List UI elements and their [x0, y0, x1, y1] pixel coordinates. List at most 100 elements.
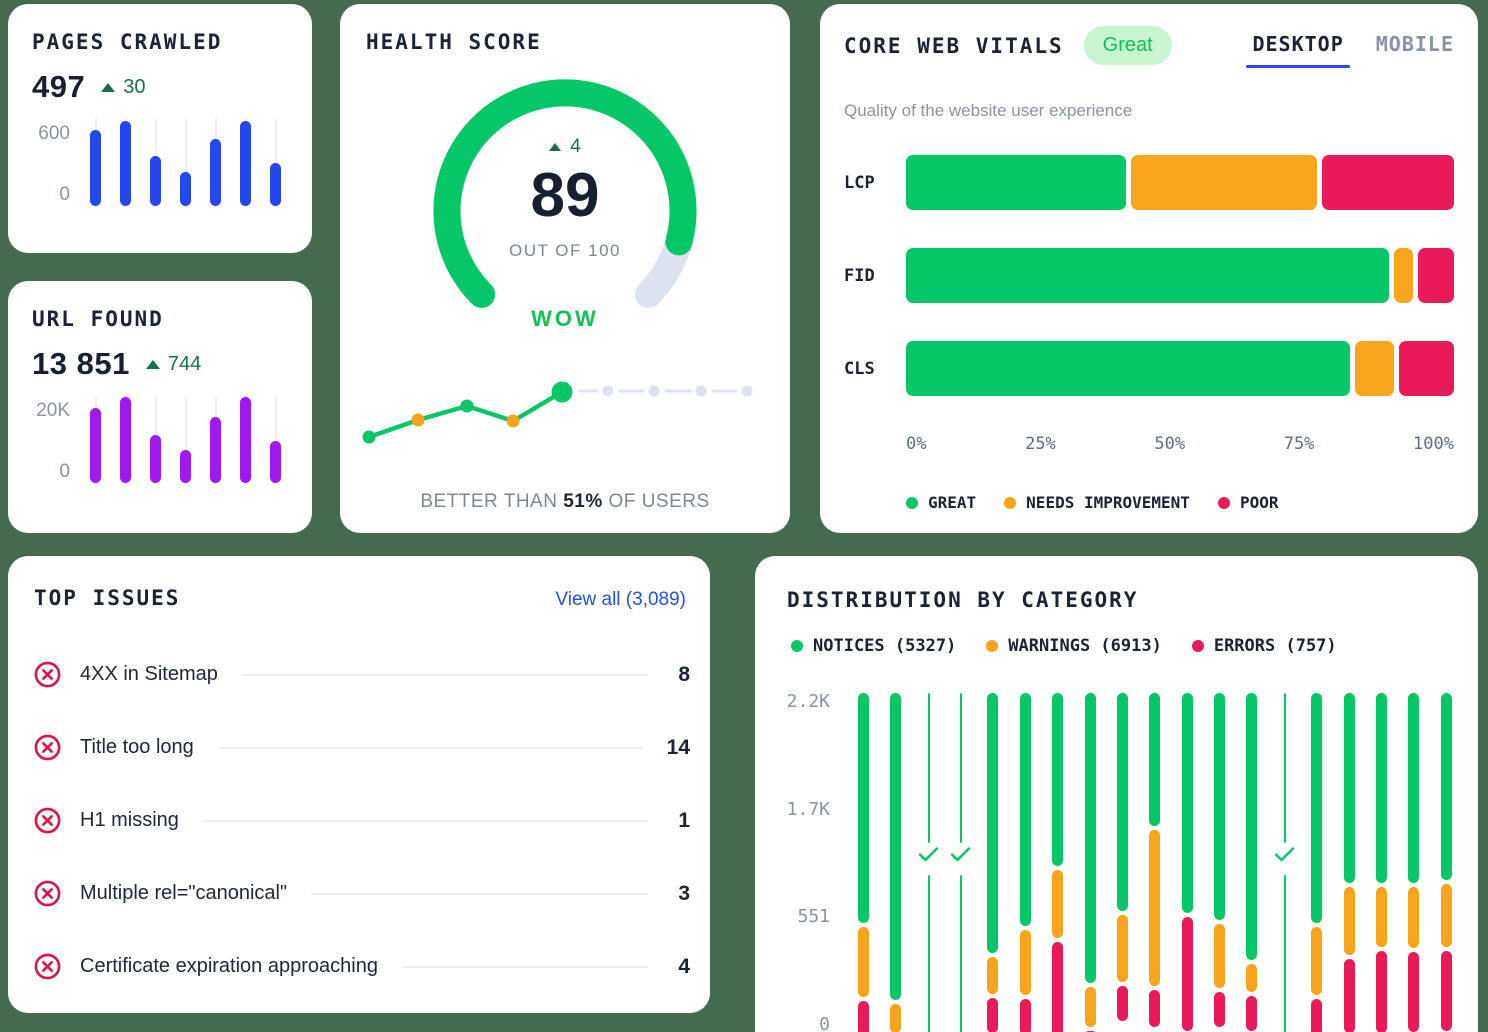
bar-segment-notices — [858, 693, 869, 923]
health-score-trend-chart — [362, 381, 753, 444]
pages-crawled-delta: 30 — [101, 76, 145, 99]
health-score-gauge: 4 89 OUT OF 100 WOW — [420, 66, 710, 356]
cwv-segment-poor[interactable] — [1322, 155, 1454, 210]
stacked-bar[interactable] — [1085, 693, 1096, 1032]
cwv-segment-needs_improvement[interactable] — [1355, 341, 1394, 396]
tab-mobile[interactable]: MOBILE — [1375, 32, 1454, 56]
distribution-by-category-card: DISTRIBUTION BY CATEGORY NOTICES (5327) W… — [755, 556, 1478, 1032]
issue-row[interactable]: Certificate expiration approaching 4 — [34, 930, 690, 1003]
cwv-segment-great[interactable] — [906, 341, 1351, 396]
bar-segment-errors — [1214, 992, 1225, 1027]
error-circle-x-icon — [34, 807, 61, 834]
issue-label: Title too long — [80, 736, 194, 758]
issue-count: 1 — [678, 808, 690, 832]
trend-point — [411, 413, 425, 427]
url-found-card: URL FOUND 13 851 744 20K 0 — [8, 281, 312, 533]
stacked-bar[interactable] — [1214, 693, 1225, 1027]
pages-crawled-chart: 600 0 — [8, 118, 312, 206]
stacked-bar[interactable] — [1149, 693, 1160, 1027]
y-tick-label: 20K — [36, 400, 70, 421]
issue-row[interactable]: 4XX in Sitemap 8 — [34, 638, 690, 711]
issue-row[interactable]: H1 missing 1 — [34, 784, 690, 857]
bar — [270, 163, 281, 206]
issue-row[interactable]: Multiple rel="canonical" 3 — [34, 857, 690, 930]
check-icon — [918, 846, 939, 868]
stacked-bar[interactable] — [1344, 693, 1355, 1032]
url-found-delta: 744 — [145, 353, 201, 376]
issue-count: 3 — [678, 881, 690, 905]
cwv-segment-great[interactable] — [906, 248, 1390, 303]
cwv-segment-poor[interactable] — [1418, 248, 1455, 303]
bar-segment-errors — [1117, 986, 1128, 1021]
bar-segment-notices — [1149, 693, 1160, 826]
legend-item-notices[interactable]: NOTICES (5327) — [791, 636, 956, 656]
bar — [210, 139, 221, 206]
bar-segment-errors — [1376, 951, 1387, 1032]
stacked-bar[interactable] — [1441, 693, 1452, 1031]
bar — [90, 129, 101, 206]
check-icon — [1274, 846, 1295, 868]
stacked-bar[interactable] — [1117, 693, 1128, 1021]
stacked-bar[interactable] — [1376, 693, 1387, 1032]
core-web-vitals-title: CORE WEB VITALS — [844, 34, 1064, 58]
distribution-chart — [755, 693, 1478, 1032]
bar-segment-errors — [1344, 959, 1355, 1032]
pages-chart-bars — [80, 118, 288, 206]
stacked-bar[interactable] — [1182, 693, 1193, 1031]
distribution-legend: NOTICES (5327) WARNINGS (6913) ERRORS (757… — [791, 636, 1337, 656]
bar — [210, 417, 221, 483]
stacked-bar[interactable] — [1020, 693, 1031, 1032]
device-tabs: DESKTOP MOBILE — [1246, 32, 1454, 68]
bar-segment-errors — [1441, 951, 1452, 1031]
y-tick-label: 0 — [59, 184, 70, 205]
bar-track — [274, 118, 277, 206]
complete-bar-line — [959, 693, 962, 843]
legend-item-great[interactable]: GREAT — [906, 493, 976, 512]
cwv-stacked-bar — [906, 341, 1454, 396]
health-score-footer: BETTER THAN 51% OF USERS — [420, 491, 710, 512]
complete-bar-line — [1283, 693, 1286, 843]
view-all-link[interactable]: View all (3,089) — [555, 589, 686, 610]
legend-dot-icon — [1004, 496, 1017, 509]
issue-label: 4XX in Sitemap — [80, 663, 218, 685]
cwv-segment-needs_improvement[interactable] — [1130, 155, 1318, 210]
tab-desktop[interactable]: DESKTOP — [1246, 32, 1351, 68]
bar-segment-errors — [1246, 996, 1257, 1031]
bar-segment-warnings — [1441, 884, 1452, 947]
trend-point — [506, 414, 520, 428]
bar — [240, 397, 251, 483]
cwv-segment-great[interactable] — [906, 155, 1126, 210]
bar — [150, 156, 161, 206]
core-web-vitals-x-axis: 0% 25% 50% 75% 100% — [906, 434, 1454, 454]
legend-item-poor[interactable]: POOR — [1217, 493, 1278, 512]
legend-item-errors[interactable]: ERRORS (757) — [1191, 636, 1337, 656]
stacked-bar[interactable] — [890, 693, 901, 1032]
error-circle-x-icon — [34, 661, 61, 688]
cwv-segment-poor[interactable] — [1398, 341, 1454, 396]
x-tick-label: 100% — [1413, 434, 1454, 454]
stacked-bar[interactable] — [987, 693, 998, 1032]
stacked-bar[interactable] — [1246, 693, 1257, 1031]
trend-point — [551, 381, 573, 403]
cwv-metric-label: CLS — [844, 358, 875, 379]
bar-column — [270, 395, 281, 483]
top-issues-title: TOP ISSUES — [34, 586, 181, 610]
legend-dot-icon — [1217, 496, 1230, 509]
pages-crawled-card: PAGES CRAWLED 497 30 600 0 — [8, 4, 312, 253]
legend-item-warnings[interactable]: WARNINGS (6913) — [986, 636, 1162, 656]
trend-line — [366, 389, 565, 440]
bar-column — [150, 395, 161, 483]
stacked-bar[interactable] — [858, 693, 869, 1032]
stacked-bar[interactable] — [1408, 693, 1419, 1032]
issue-row[interactable]: Title too long 14 — [34, 711, 690, 784]
cwv-segment-needs_improvement[interactable] — [1394, 248, 1414, 303]
issue-count: 4 — [678, 954, 690, 978]
legend-item-needs-improvement[interactable]: NEEDS IMPROVEMENT — [1004, 493, 1190, 512]
core-web-vitals-chart: LCP FID CLS — [844, 155, 1455, 434]
complete-bar-line — [1283, 875, 1286, 1032]
bar-segment-notices — [1085, 693, 1096, 983]
stacked-bar[interactable] — [1052, 693, 1063, 1032]
stacked-bar[interactable] — [1311, 693, 1322, 1032]
issue-count: 14 — [666, 735, 690, 759]
